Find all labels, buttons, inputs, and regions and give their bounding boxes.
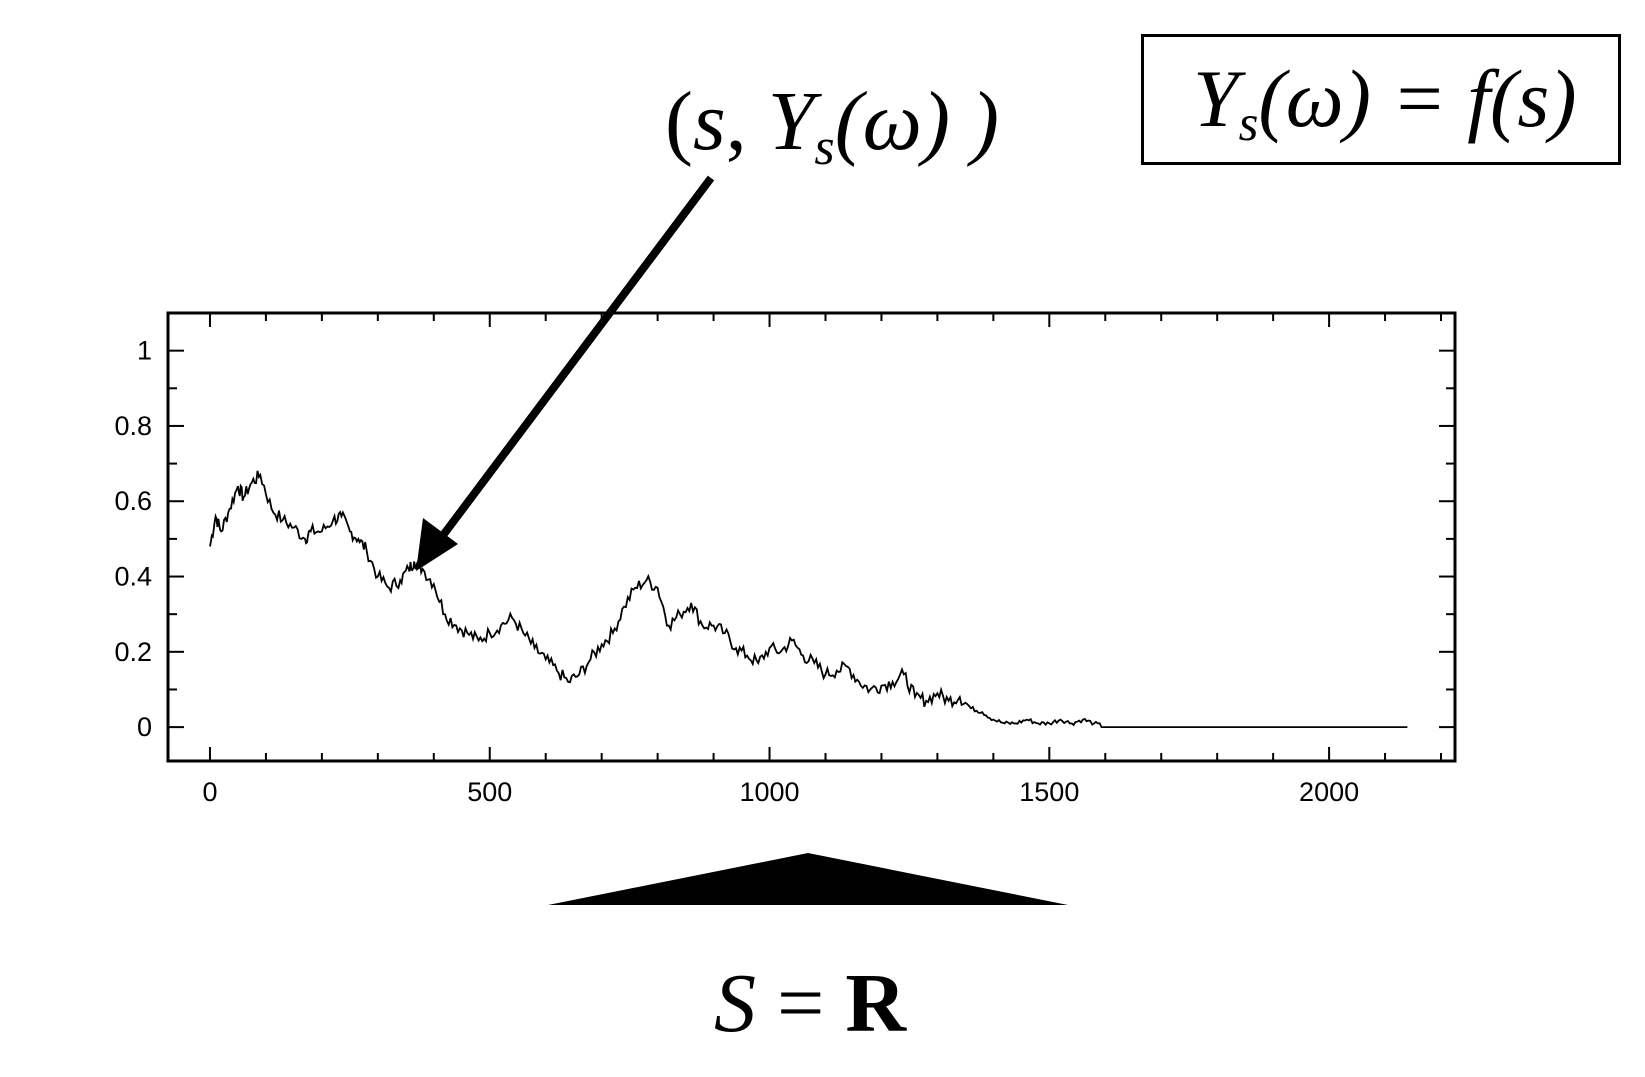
space-label-equals: = [756,957,846,1050]
y-tick-label: 1 [137,336,152,366]
annotation-arrow-shaft [434,175,715,545]
space-label-s: S [714,957,756,1050]
space-pointer-triangle [548,853,1068,905]
definition-f: f [1467,53,1491,144]
x-tick-label: 0 [202,777,217,807]
definition-argument: (s) [1490,53,1577,144]
y-tick-label: 0.4 [114,562,152,592]
y-tick-label: 0.6 [114,486,152,516]
y-axis-ticks: 0 0.2 0.4 0.6 0.8 1 [114,336,1455,742]
x-tick-label: 2000 [1299,777,1359,807]
plot-frame [166,311,1457,763]
space-label: S = R [714,962,906,1046]
x-tick-label: 500 [467,777,512,807]
space-label-r: R [845,957,907,1050]
point-label-omega: (ω) ) [834,75,999,168]
x-tick-label: 1500 [1019,777,1079,807]
x-tick-label: 1000 [739,777,799,807]
y-tick-label: 0.8 [114,411,152,441]
y-tick-label: 0 [137,712,152,742]
point-label-open-paren: ( [665,75,693,168]
definition-formula: Ys(ω) = f(s) [1193,58,1577,149]
data-series-line [209,470,1408,728]
point-label: (s, Ys(ω) ) [665,80,999,174]
point-label-y: Y [767,75,815,168]
point-label-comma: , [725,75,768,168]
definition-subscript: s [1238,95,1259,152]
x-axis-ticks: 0 500 1000 1500 2000 [202,313,1443,807]
annotation-arrow-head [416,518,458,571]
definition-box [1141,34,1621,165]
definition-omega-equals: (ω) = [1258,53,1468,144]
y-tick-label: 0.2 [114,637,152,667]
point-label-s: s [692,75,726,168]
point-label-subscript: s [814,118,835,176]
definition-y: Y [1193,53,1239,144]
